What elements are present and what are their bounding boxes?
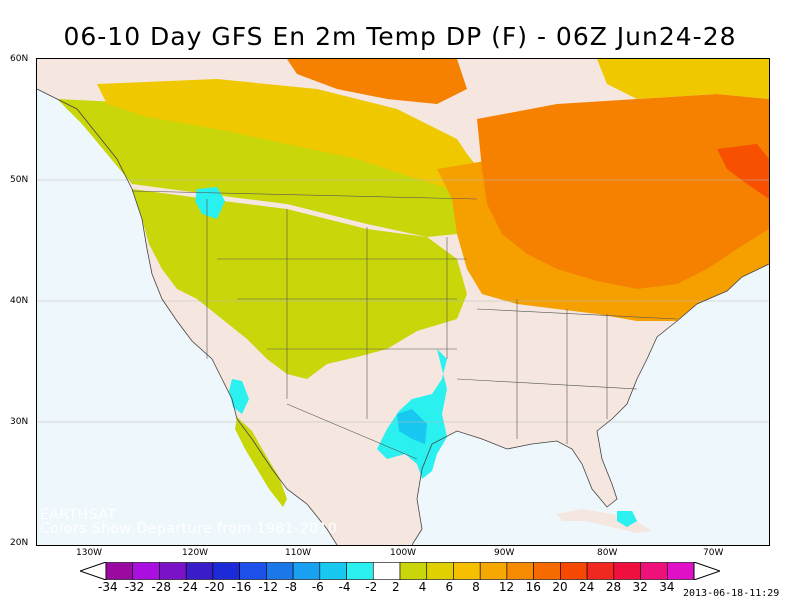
anomaly-yellow-canada [97,79,477,194]
scale-swatch [105,562,134,580]
credit-block: EARTHSAT Colors Show Departure from 1981… [40,508,337,536]
scale-tick-label: 24 [579,580,595,594]
lat-label-40n: 40N [10,296,29,306]
lon-label-120w: 120W [182,548,209,558]
scale-tick-label: 28 [605,580,622,594]
scale-tick-label: 34 [659,580,675,594]
scale-swatch [399,562,428,580]
timestamp: 2013-06-18-11:29 [683,588,780,599]
lat-label-30n: 30N [10,417,29,427]
scale-swatch [372,562,401,580]
scale-tick-label: 2 [392,580,400,594]
scale-swatch [159,562,187,580]
scale-swatch [292,562,321,580]
scale-tick-label: 20 [552,580,568,594]
land-cuba [557,509,652,533]
scale-swatch [533,562,561,580]
lat-label-50n: 50N [10,175,29,185]
anomaly-darkorange-north [287,59,467,104]
lat-label-60n: 60N [10,54,29,64]
scale-tick-label: 4 [418,580,427,594]
lon-label-110w: 110W [285,548,312,558]
scale-swatch [266,562,294,580]
land-baja [235,417,287,507]
color-scale-boxes [80,562,720,580]
scale-tick-label: -28 [151,580,172,594]
lon-label-100w: 100W [390,548,417,558]
scale-swatch [212,562,240,580]
scale-swatch [453,562,481,580]
anomaly-lightblue-texas [397,409,427,444]
temperature-map [37,59,769,545]
scale-swatch [479,562,508,580]
scale-arrow-right [693,562,720,580]
scale-tick-label: 6 [445,580,454,594]
lon-label-130w: 130W [76,548,103,558]
scale-swatch [426,562,454,580]
scale-swatch [132,562,160,580]
lat-label-20n: 20N [10,538,29,548]
color-scale [80,562,720,580]
scale-tick-label: 32 [632,580,648,594]
scale-arrow-left [80,562,107,580]
scale-tick-label: -20 [204,580,225,594]
scale-tick-label: -12 [258,580,278,594]
scale-tick-label: 8 [472,580,480,594]
anomaly-yellowgreen-west [132,189,467,379]
lon-label-90w: 90W [494,548,515,558]
coastline [37,88,338,545]
scale-swatch [506,562,534,580]
scale-swatch [319,562,347,580]
scale-tick-label: -16 [231,580,252,594]
scale-tick-label: 12 [498,580,515,594]
scale-swatch [666,562,695,580]
scale-tick-label: 16 [525,580,541,594]
grid-lines [37,179,769,423]
scale-tick-label: -4 [338,580,351,594]
scale-tick-label: -2 [365,580,378,594]
lon-label-70w: 70W [703,548,724,558]
scale-tick-label: -6 [311,580,324,594]
scale-swatch [613,562,641,580]
scale-swatch [185,562,214,580]
coastline-gulf [411,263,769,545]
anomaly-cyan-caribbean [617,511,637,527]
anomaly-redorange-quebec [717,144,769,199]
scale-tick-label: -32 [124,580,145,594]
credit-org: EARTHSAT [40,507,117,523]
scale-tick-label: -8 [285,580,298,594]
map-title: 06-10 Day GFS En 2m Temp DP (F) - 06Z Ju… [63,22,737,51]
scale-tick-label: -24 [178,580,198,594]
scale-tick-label: -34 [98,580,118,594]
credit-note: Colors Show Departure from 1981-2010 [40,521,338,537]
anomaly-yellow-northeast [597,59,769,99]
scale-swatch [560,562,588,580]
anomaly-cyan-idaho [195,187,225,219]
scale-swatch [346,562,374,580]
scale-swatch [586,562,615,580]
lon-label-80w: 80W [597,548,618,558]
map-panel [36,58,770,546]
scale-swatch [640,562,668,580]
political-borders [131,190,678,460]
anomaly-cyan-california [229,379,249,414]
scale-swatch [239,562,267,580]
anomaly-darkorange-core [477,94,769,289]
